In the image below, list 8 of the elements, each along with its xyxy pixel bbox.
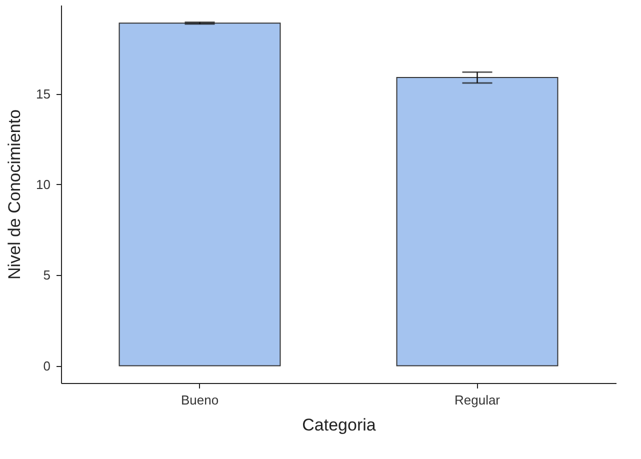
x-axis-title: Categoria [302,416,376,434]
y-tick-label: 0 [43,358,50,374]
y-tick-label: 15 [36,86,50,102]
y-tick-label: 5 [43,268,50,283]
y-tick-label: 10 [36,176,50,192]
y-axis-title: Nivel de Conocimiento [5,109,24,280]
x-tick-label: Bueno [180,392,219,408]
x-tick-label: Regular [454,392,501,408]
